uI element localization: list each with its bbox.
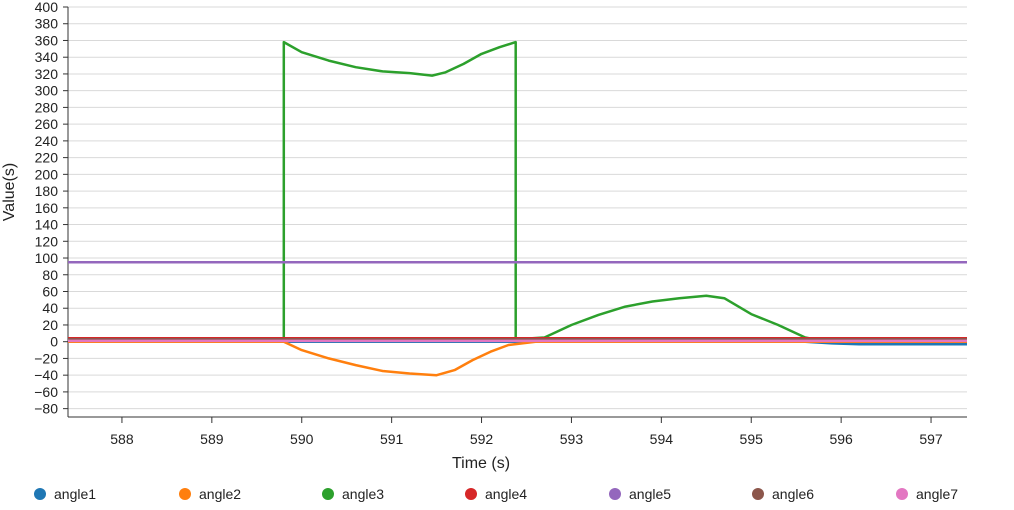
legend-item-angle4[interactable]: angle4 (465, 486, 527, 502)
y-tick-label: 320 (35, 66, 59, 82)
grid (68, 6, 967, 410)
y-axis: 4003803603403203002802602402202001801601… (34, 0, 69, 417)
legend-item-angle6[interactable]: angle6 (752, 486, 814, 502)
series-lines (68, 40, 967, 377)
legend-label: angle3 (342, 486, 384, 502)
y-tick-label: 380 (35, 16, 59, 32)
x-tick-label: 589 (200, 431, 224, 447)
legend-item-angle2[interactable]: angle2 (179, 486, 241, 502)
y-tick-label: 80 (42, 267, 58, 283)
legend-marker (609, 488, 621, 500)
y-tick-label: 300 (35, 83, 59, 99)
y-tick-label: 100 (35, 250, 59, 266)
x-tick-label: 591 (380, 431, 404, 447)
legend-label: angle7 (916, 486, 958, 502)
y-tick-label: 220 (35, 150, 59, 166)
x-tick-label: 588 (110, 431, 134, 447)
legend-marker (465, 488, 477, 500)
legend-item-angle5[interactable]: angle5 (609, 486, 671, 502)
series-line-angle2 (68, 340, 967, 377)
x-tick-label: 596 (829, 431, 853, 447)
legend-label: angle5 (629, 486, 671, 502)
y-tick-label: −20 (34, 350, 58, 366)
legend-item-angle7[interactable]: angle7 (896, 486, 958, 502)
y-axis-title: Value(s) (1, 163, 18, 221)
x-tick-label: 593 (560, 431, 584, 447)
y-tick-label: 20 (42, 317, 58, 333)
legend-marker (322, 488, 334, 500)
legend-marker (896, 488, 908, 500)
y-tick-label: 260 (35, 116, 59, 132)
y-tick-label: 0 (50, 334, 58, 350)
legend-label: angle4 (485, 486, 527, 502)
x-tick-label: 594 (650, 431, 674, 447)
legend-marker (34, 488, 46, 500)
x-axis: 588 589 590 591 592 593 594 595 596 597 (68, 416, 967, 447)
y-tick-label: 60 (42, 283, 58, 299)
x-axis-title: Time (s) (452, 455, 510, 472)
y-tick-label: 360 (35, 32, 59, 48)
y-tick-label: −80 (34, 401, 58, 417)
legend-marker (179, 488, 191, 500)
x-tick-label: 597 (919, 431, 943, 447)
y-tick-label: 120 (35, 233, 59, 249)
legend-marker (752, 488, 764, 500)
series-line-angle3 (68, 40, 967, 341)
y-tick-label: 160 (35, 200, 59, 216)
legend-item-angle3[interactable]: angle3 (322, 486, 384, 502)
y-tick-label: 140 (35, 217, 59, 233)
y-tick-label: −40 (34, 367, 58, 383)
y-tick-label: 400 (35, 0, 59, 15)
legend-label: angle6 (772, 486, 814, 502)
legend-label: angle2 (199, 486, 241, 502)
y-tick-label: 180 (35, 183, 59, 199)
legend-item-angle1[interactable]: angle1 (34, 486, 96, 502)
y-tick-label: 240 (35, 133, 59, 149)
x-tick-label: 595 (740, 431, 764, 447)
x-tick-label: 592 (470, 431, 494, 447)
y-tick-label: −60 (34, 384, 58, 400)
y-tick-label: 340 (35, 49, 59, 65)
legend: angle1 angle2 angle3 angle4 angle5 angle6 angl… (34, 486, 958, 502)
x-tick-label: 590 (290, 431, 314, 447)
y-tick-label: 280 (35, 99, 59, 115)
y-tick-label: 40 (42, 300, 58, 316)
legend-label: angle1 (54, 486, 96, 502)
y-tick-label: 200 (35, 166, 59, 182)
